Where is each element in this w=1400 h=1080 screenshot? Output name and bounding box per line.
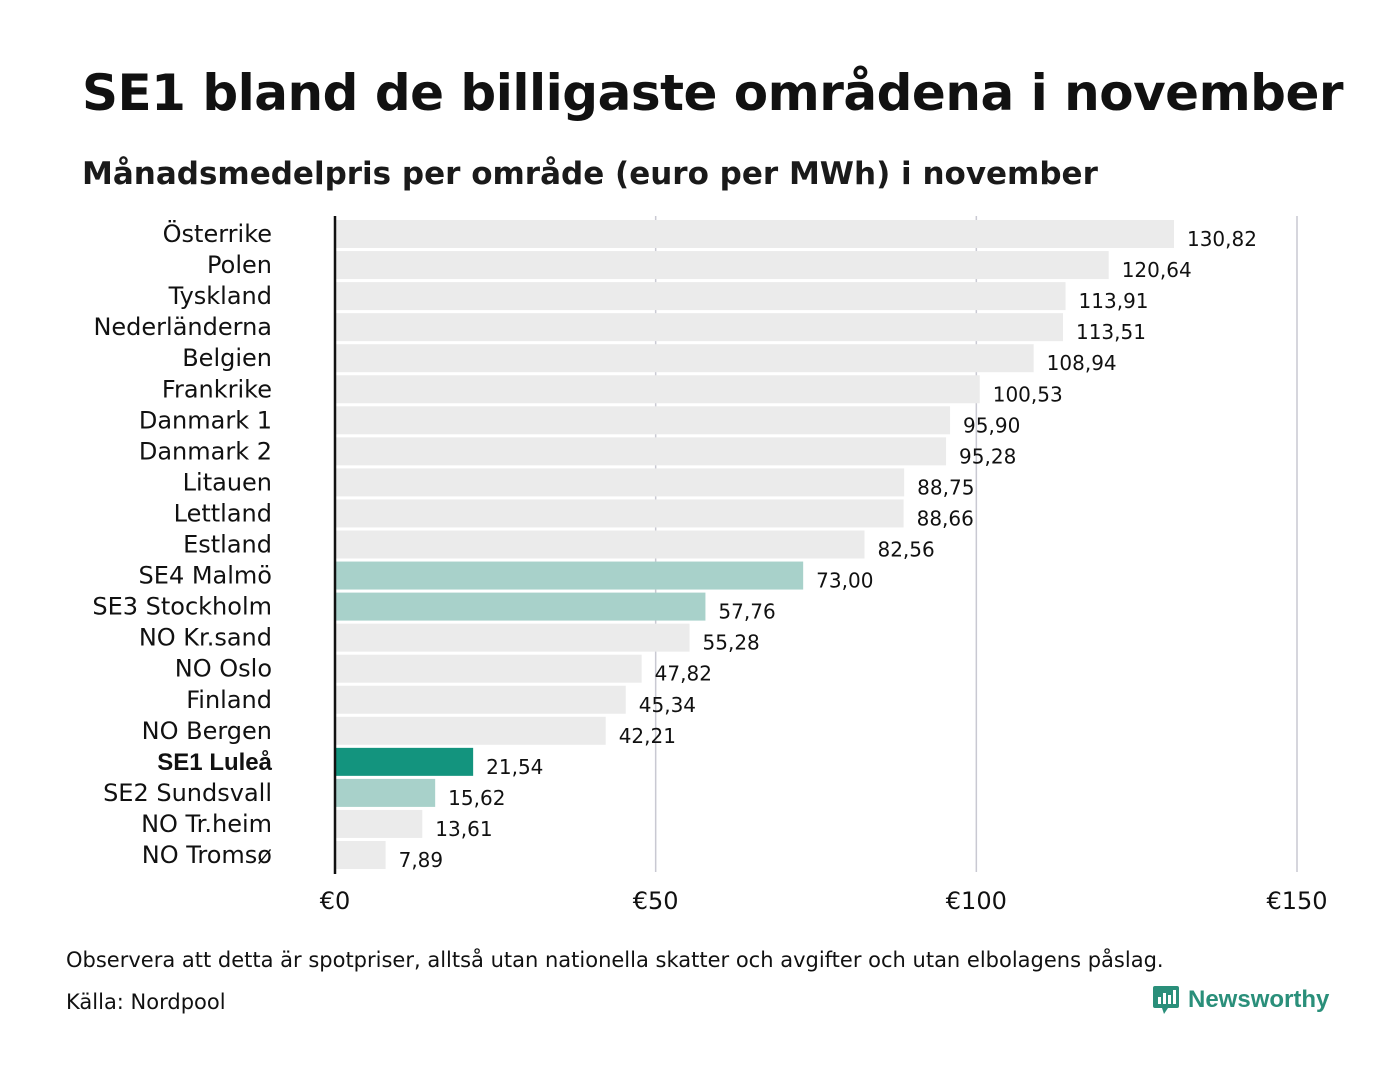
value-label: 88,66 <box>917 506 974 530</box>
x-tick-label: €0 <box>320 887 351 915</box>
category-label: Österrike <box>163 219 272 248</box>
category-label: Danmark 2 <box>139 437 272 465</box>
value-label: 42,21 <box>619 724 676 748</box>
value-label: 113,91 <box>1079 289 1149 313</box>
bar <box>335 530 865 559</box>
category-label: NO Oslo <box>175 655 272 683</box>
category-label: Estland <box>183 531 272 559</box>
value-label: 47,82 <box>655 662 712 686</box>
bar <box>335 623 690 652</box>
bar <box>335 747 474 776</box>
category-label: Polen <box>207 251 272 279</box>
category-label: NO Kr.sand <box>139 624 272 652</box>
chart-title: SE1 bland de billigaste områdena i novem… <box>82 64 1344 122</box>
value-label: 95,28 <box>959 444 1016 468</box>
value-label: 73,00 <box>816 569 873 593</box>
bar <box>335 499 904 528</box>
category-label: Tyskland <box>168 282 272 310</box>
bar-layer <box>335 220 1174 869</box>
category-label: SE4 Malmö <box>139 562 272 590</box>
bar <box>335 437 947 466</box>
value-label: 120,64 <box>1122 258 1192 282</box>
category-label: Frankrike <box>162 375 272 403</box>
bar <box>335 344 1034 373</box>
category-label: NO Tromsø <box>142 841 272 869</box>
source-text: Källa: Nordpool <box>66 990 226 1014</box>
brand-logo: Newsworthy <box>1152 984 1329 1016</box>
value-label: 82,56 <box>877 538 934 562</box>
value-label: 7,89 <box>399 848 444 872</box>
category-label: SE1 Luleå <box>157 749 272 776</box>
value-label: 100,53 <box>993 382 1063 406</box>
category-label: NO Bergen <box>142 717 272 745</box>
category-label: Finland <box>186 686 272 714</box>
value-label: 57,76 <box>718 600 775 624</box>
chart-subtitle: Månadsmedelpris per område (euro per MWh… <box>82 156 1098 192</box>
x-tick-label: €100 <box>946 887 1007 915</box>
category-label: SE2 Sundsvall <box>103 779 272 807</box>
axis-layer: €0 €50 €100 €150 Österrike 130,82 Polen 120,64 T… <box>92 216 1328 915</box>
value-label: 45,34 <box>639 693 696 717</box>
bar <box>335 685 626 714</box>
bar <box>335 809 423 838</box>
bar <box>335 251 1109 280</box>
value-label: 88,75 <box>917 475 974 499</box>
footnote: Observera att detta är spotpriser, allts… <box>66 948 1164 972</box>
value-label: 113,51 <box>1076 320 1146 344</box>
bar <box>335 716 606 745</box>
bar <box>335 220 1174 248</box>
bar <box>335 592 706 621</box>
value-label: 21,54 <box>486 755 543 779</box>
bar <box>335 375 980 404</box>
category-label: SE3 Stockholm <box>92 593 272 621</box>
bar <box>335 282 1066 311</box>
category-label: Lettland <box>174 499 272 527</box>
value-label: 108,94 <box>1047 351 1117 375</box>
x-tick-label: €150 <box>1266 887 1327 915</box>
bar <box>335 561 804 590</box>
bar <box>335 841 386 869</box>
category-label: Nederländerna <box>93 313 272 341</box>
category-label: NO Tr.heim <box>141 810 272 838</box>
bar <box>335 778 436 807</box>
bar <box>335 468 905 497</box>
bar <box>335 313 1063 342</box>
bar <box>335 406 951 435</box>
category-label: Belgien <box>182 344 272 372</box>
newsworthy-logo-icon <box>1153 986 1179 1014</box>
category-label: Litauen <box>183 468 272 496</box>
bar-chart: €0 €50 €100 €150 Österrike 130,82 Polen 120,64 T… <box>92 216 1328 915</box>
category-label: Danmark 1 <box>139 406 272 434</box>
x-tick-label: €50 <box>633 887 679 915</box>
bar <box>335 654 642 683</box>
value-label: 15,62 <box>448 786 505 810</box>
value-label: 95,90 <box>963 413 1020 437</box>
value-label: 13,61 <box>435 817 492 841</box>
brand-name: Newsworthy <box>1188 986 1330 1013</box>
value-label: 55,28 <box>703 631 760 655</box>
value-label: 130,82 <box>1187 227 1257 251</box>
